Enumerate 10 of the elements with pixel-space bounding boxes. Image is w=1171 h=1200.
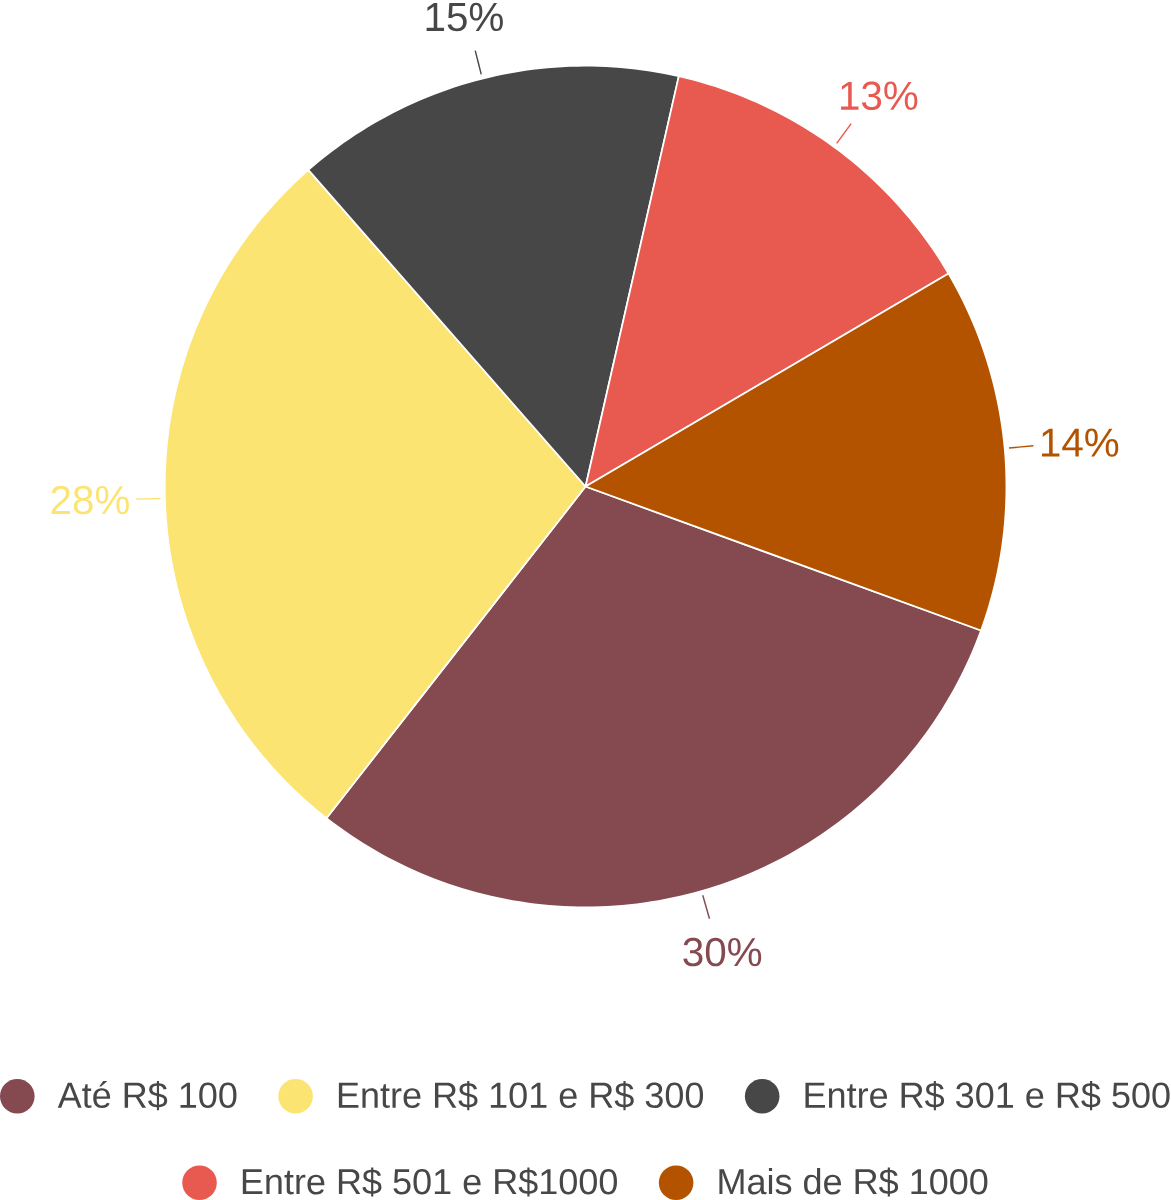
legend-label: Até R$ 100 — [57, 1080, 237, 1111]
legend-label: Entre R$ 301 e R$ 500 — [805, 1080, 1170, 1111]
data-label: 14% — [1041, 428, 1119, 457]
data-label: 28% — [51, 485, 129, 515]
data-label: 13% — [841, 81, 918, 111]
legend-label: Entre R$ 101 e R$ 300 — [338, 1080, 703, 1111]
data-label: 15% — [426, 2, 503, 32]
data-label: 30% — [683, 937, 762, 967]
legend-label: Mais de R$ 1000 — [719, 1167, 988, 1197]
legend-label: Entre R$ 501 e R$1000 — [242, 1167, 617, 1197]
